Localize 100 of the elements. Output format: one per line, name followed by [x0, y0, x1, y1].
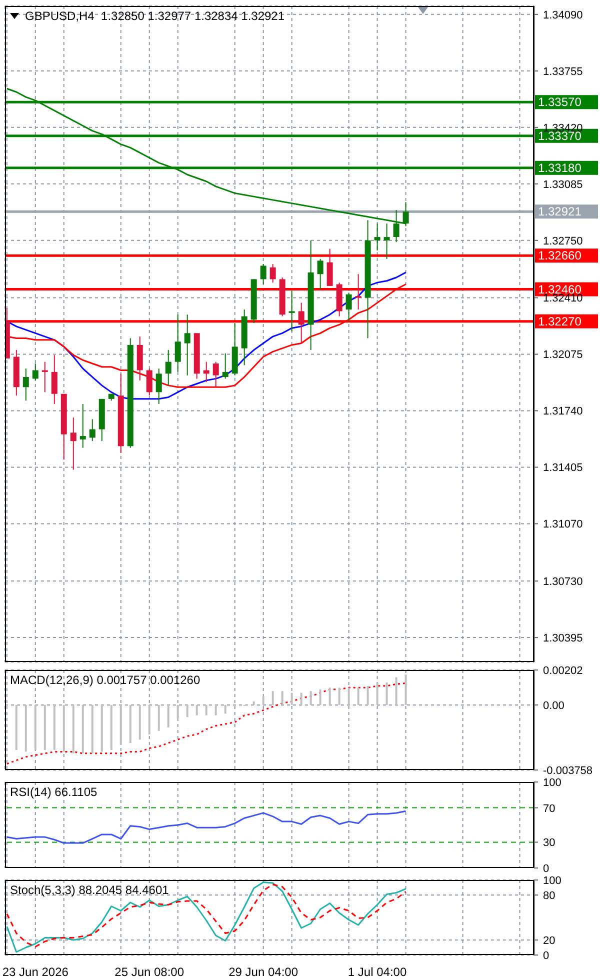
ref-line-label: 1.33570 — [538, 95, 582, 110]
bar — [44, 704, 46, 750]
x-tick-label: 23 Jun 2026 — [2, 965, 69, 979]
candlestick — [222, 352, 228, 380]
y-tick-label: 0.00 — [543, 700, 564, 712]
chart-title: GBPUSD,H4 1.32850 1.32977 1.32834 1.32921 — [25, 9, 285, 23]
bar — [262, 696, 264, 705]
candlestick — [184, 314, 190, 376]
y-tick-label: 0.00202 — [543, 665, 583, 677]
bar — [376, 682, 378, 705]
x-tick-label: 29 Jun 04:00 — [228, 965, 298, 979]
bar — [176, 704, 179, 719]
candlestick — [51, 354, 58, 404]
y-tick-label: 1.30730 — [543, 576, 583, 588]
bar — [338, 688, 340, 705]
y-tick-label: 1.31740 — [543, 406, 583, 418]
bar — [272, 691, 274, 705]
candlestick — [384, 223, 390, 260]
bar — [404, 674, 407, 705]
candlestick — [156, 368, 162, 404]
candlestick — [346, 292, 352, 322]
y-tick-label: 100 — [543, 777, 562, 789]
bar — [91, 704, 94, 754]
chart-title: MACD(12,26,9) 0.001757 0.001260 — [10, 673, 200, 687]
bar — [357, 688, 360, 705]
bar — [328, 688, 331, 705]
ref-line-label: 1.32660 — [538, 248, 582, 263]
bar — [366, 686, 369, 705]
y-tick-label: 1.33085 — [543, 178, 583, 191]
candlestick — [374, 223, 380, 252]
bar — [62, 704, 65, 752]
candlestick — [260, 264, 266, 285]
bar — [129, 704, 132, 744]
candlestick — [165, 350, 172, 386]
bar — [82, 704, 84, 754]
y-tick-label: 100 — [543, 875, 562, 887]
candlestick — [22, 368, 29, 402]
candlestick — [174, 314, 181, 372]
candlestick — [317, 258, 324, 290]
y-tick-label: 1.32750 — [543, 235, 583, 248]
bar — [300, 692, 302, 705]
chart-title: RSI(14) 66.1105 — [10, 785, 98, 799]
bar — [120, 704, 122, 745]
bar — [186, 704, 188, 718]
bar — [110, 704, 112, 750]
bar — [290, 692, 293, 705]
candlestick — [89, 418, 96, 442]
y-tick-label: 0 — [543, 863, 550, 875]
y-tick-label: 70 — [543, 802, 556, 815]
y-tick-label: 0 — [543, 950, 550, 962]
bar — [205, 704, 208, 716]
candlestick — [212, 361, 219, 388]
chart-title: Stoch(5,3,3) 88.2045 84.4601 — [10, 883, 169, 897]
candlestick — [146, 368, 152, 396]
ref-line-label: 1.33180 — [538, 160, 582, 175]
bar — [214, 704, 217, 716]
bar — [348, 688, 350, 705]
y-tick-label: 1.33755 — [543, 66, 583, 78]
line-series — [6, 810, 407, 844]
bar — [386, 682, 388, 705]
y-tick-label: 20 — [543, 935, 556, 947]
candlestick — [298, 302, 304, 344]
bar — [53, 704, 56, 750]
bar — [15, 704, 18, 750]
y-tick-label: 1.30395 — [543, 632, 583, 645]
bar — [281, 691, 284, 705]
bar — [395, 677, 398, 705]
line-series — [6, 272, 407, 400]
bar — [24, 704, 27, 752]
bar — [158, 704, 160, 731]
y-tick-label: 1.32410 — [543, 292, 583, 305]
candlestick — [70, 416, 76, 470]
candlestick — [355, 274, 362, 310]
candlestick — [32, 363, 38, 381]
bar — [310, 691, 312, 705]
ref-line-label: 1.32270 — [538, 314, 582, 328]
bar — [224, 704, 226, 714]
candlestick — [42, 361, 48, 393]
y-tick-label: -0.003758 — [543, 765, 593, 777]
candlestick — [288, 290, 295, 332]
bar — [252, 702, 255, 705]
y-tick-label: 1.34090 — [543, 9, 583, 22]
bar — [196, 704, 198, 716]
candlestick — [270, 264, 276, 284]
y-tick-label: 1.32075 — [543, 349, 583, 362]
bar — [34, 704, 36, 750]
ref-line-label: 1.32921 — [538, 204, 582, 219]
bar — [319, 689, 322, 705]
bar — [100, 704, 103, 752]
bar — [72, 704, 74, 754]
bar — [138, 704, 141, 740]
y-tick-label: 1.31405 — [543, 462, 583, 474]
y-tick-label: 30 — [543, 837, 556, 850]
candlestick — [326, 248, 333, 286]
y-tick-label: 80 — [543, 890, 556, 902]
bar — [167, 704, 170, 728]
y-tick-label: 1.31070 — [543, 518, 583, 531]
x-tick-label: 25 Jun 08:00 — [114, 965, 184, 979]
bar — [148, 704, 150, 734]
x-tick-label: 1 Jul 04:00 — [348, 965, 407, 979]
